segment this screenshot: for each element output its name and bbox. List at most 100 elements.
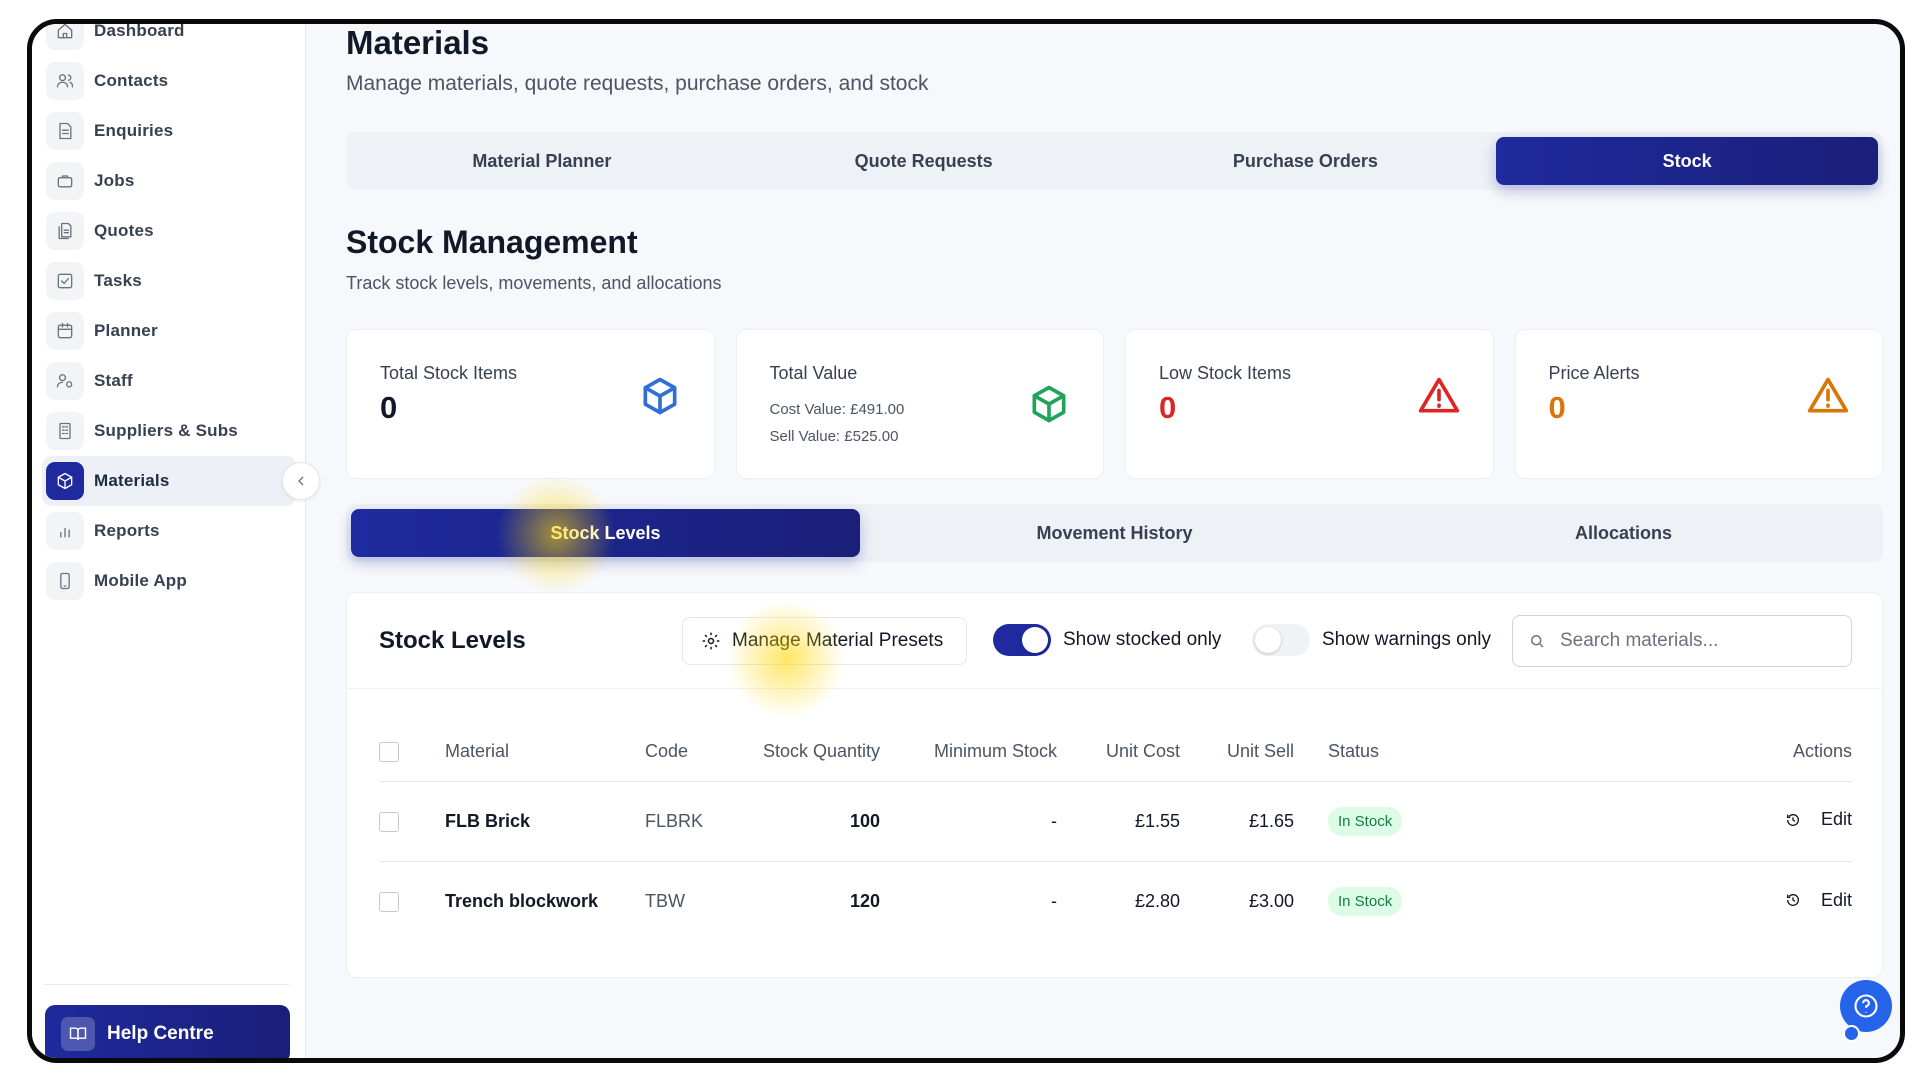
stock-tabs: Stock Levels Movement History Allocation…	[346, 504, 1883, 562]
col-status[interactable]: Status	[1294, 723, 1444, 782]
sidebar-item-contacts[interactable]: Contacts	[42, 56, 296, 106]
sidebar-item-label: Materials	[94, 471, 170, 490]
page-title: Materials	[346, 24, 490, 61]
row-checkbox[interactable]	[379, 811, 399, 832]
card-label: Low Stock Items	[1159, 363, 1292, 383]
card-label: Total Value	[769, 363, 858, 383]
stocked-only-toggle[interactable]	[993, 624, 1051, 656]
status-badge: In Stock	[1328, 886, 1403, 916]
minimum-stock: -	[1051, 890, 1057, 911]
tab-stock-levels[interactable]: Stock Levels	[351, 509, 860, 557]
section-subtitle: Track stock levels, movements, and alloc…	[346, 273, 722, 293]
section-title: Stock Management	[346, 224, 638, 260]
warnings-only-label: Show warnings only	[1322, 629, 1491, 650]
chevron-left-icon	[298, 476, 304, 486]
select-all-cell	[379, 723, 445, 782]
users-icon	[46, 62, 84, 100]
sidebar-item-enquiries[interactable]: Enquiries	[42, 106, 296, 156]
quote-file-icon	[46, 212, 84, 250]
status-badge: In Stock	[1328, 806, 1403, 836]
sidebar-item-tasks[interactable]: Tasks	[42, 256, 296, 306]
col-unit-sell[interactable]: Unit Sell	[1180, 723, 1294, 782]
tab-quote-requests[interactable]: Quote Requests	[854, 150, 993, 171]
main-content: Materials Manage materials, quote reques…	[306, 24, 1900, 1058]
card-label: Price Alerts	[1548, 363, 1640, 383]
tab-material-planner[interactable]: Material Planner	[472, 150, 612, 171]
actions-cell: Edit	[1444, 781, 1852, 862]
collapse-sidebar-button[interactable]	[282, 462, 320, 500]
edit-button[interactable]: Edit	[1820, 809, 1852, 830]
history-icon[interactable]	[1785, 892, 1801, 908]
card-value: 0	[1159, 390, 1177, 425]
briefcase-icon	[46, 162, 84, 200]
material-code: TBW	[645, 890, 685, 911]
book-open-icon	[61, 1017, 95, 1051]
col-stock-quantity[interactable]: Stock Quantity	[755, 723, 880, 782]
search-input[interactable]	[1560, 630, 1830, 652]
stock-levels-panel: Stock Levels Manage Material Presets Sho…	[346, 592, 1883, 978]
minimum-stock: -	[880, 781, 1057, 862]
search-icon	[1531, 635, 1544, 648]
manage-presets-button[interactable]: Manage Material Presets	[682, 617, 967, 665]
status-cell: In Stock	[1294, 781, 1444, 862]
actions-cell: Edit	[1444, 861, 1852, 941]
row-select-cell	[379, 861, 445, 941]
tab-allocations[interactable]: Allocations	[1574, 522, 1672, 543]
status-cell: In Stock	[1294, 861, 1444, 941]
sidebar-item-label: Enquiries	[94, 121, 174, 140]
sell-value: Sell Value: £525.00	[769, 428, 899, 445]
table-header-row: Material Code Stock Quantity Minimum Sto…	[379, 723, 1852, 782]
help-centre-button[interactable]: Help Centre	[45, 1005, 290, 1058]
search-field	[1512, 615, 1852, 667]
sidebar-item-label: Suppliers & Subs	[94, 421, 238, 440]
stock-quantity: 120	[849, 890, 880, 911]
card-label: Total Stock Items	[380, 363, 518, 383]
tab-purchase-orders[interactable]: Purchase Orders	[1232, 150, 1378, 171]
help-fab-button[interactable]	[1840, 980, 1892, 1032]
sidebar-item-jobs[interactable]: Jobs	[42, 156, 296, 206]
stocked-only-label: Show stocked only	[1063, 629, 1222, 650]
sidebar-item-suppliers[interactable]: Suppliers & Subs	[42, 406, 296, 456]
toggle-knob	[1255, 627, 1281, 653]
unit-cost: £2.80	[1134, 890, 1180, 911]
tab-movement-history[interactable]: Movement History	[1036, 522, 1193, 543]
col-unit-cost[interactable]: Unit Cost	[1057, 723, 1180, 782]
table-row: FLB Brick FLBRK 100 - £1.55 £1.65 In Sto…	[379, 781, 1852, 862]
cost-value: Cost Value: £491.00	[769, 401, 905, 418]
check-square-icon	[46, 262, 84, 300]
material-code: FLBRK	[645, 781, 755, 862]
sidebar-item-reports[interactable]: Reports	[42, 506, 296, 556]
sidebar-item-label: Contacts	[94, 71, 169, 90]
sidebar-item-materials[interactable]: Materials	[42, 456, 296, 506]
cube-icon	[46, 462, 84, 500]
material-name: FLB Brick	[445, 781, 645, 862]
sidebar-item-label: Mobile App	[94, 571, 187, 590]
unit-sell: £3.00	[1248, 890, 1294, 911]
sidebar-item-dashboard[interactable]: Dashboard	[42, 24, 296, 56]
stock-quantity: 100	[755, 781, 880, 862]
col-actions: Actions	[1444, 723, 1852, 782]
row-checkbox[interactable]	[379, 891, 399, 912]
sidebar-item-planner[interactable]: Planner	[42, 306, 296, 356]
warnings-only-toggle[interactable]	[1252, 624, 1310, 656]
staff-icon	[46, 362, 84, 400]
sidebar-item-quotes[interactable]: Quotes	[42, 206, 296, 256]
materials-tabs: Material Planner Quote Requests Purchase…	[346, 132, 1883, 190]
total-value-card: Total Value Cost Value: £491.00 Sell Val…	[735, 329, 1104, 479]
sidebar-item-mobile-app[interactable]: Mobile App	[42, 556, 296, 606]
help-centre-label: Help Centre	[107, 1023, 214, 1044]
select-all-checkbox[interactable]	[379, 742, 399, 763]
material-name: Trench blockwork	[445, 890, 599, 911]
unit-sell: £1.65	[1180, 781, 1294, 862]
col-material[interactable]: Material	[445, 723, 645, 782]
app-window: Dashboard Contacts Enquiries Jobs Quotes…	[27, 19, 1905, 1063]
col-minimum-stock[interactable]: Minimum Stock	[880, 723, 1057, 782]
stats-cards: Total Stock Items 0 Total Value Cost Val…	[346, 329, 1883, 479]
history-icon[interactable]	[1785, 812, 1801, 828]
col-code[interactable]: Code	[645, 723, 755, 782]
sidebar-item-label: Staff	[94, 371, 133, 390]
edit-button[interactable]: Edit	[1820, 889, 1852, 910]
tab-stock[interactable]: Stock	[1496, 137, 1878, 185]
total-stock-card: Total Stock Items 0	[346, 329, 715, 479]
sidebar-item-staff[interactable]: Staff	[42, 356, 296, 406]
